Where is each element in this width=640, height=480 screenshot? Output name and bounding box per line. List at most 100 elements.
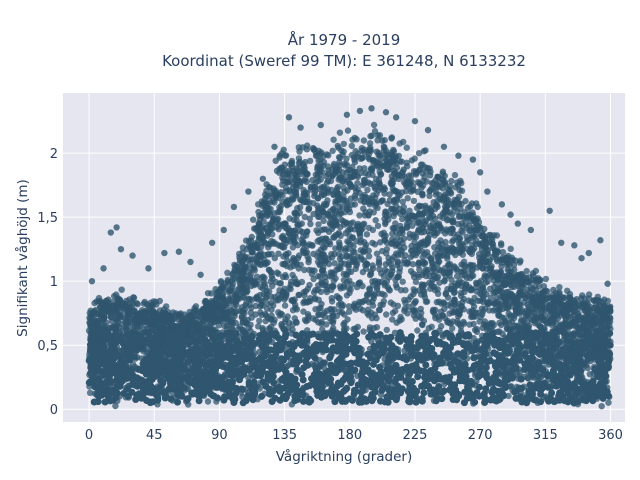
data-point <box>285 179 292 186</box>
chart-title-line2: Koordinat (Sweref 99 TM): E 361248, N 61… <box>162 52 526 70</box>
data-point <box>332 222 340 229</box>
data-point <box>399 278 406 285</box>
data-point <box>163 317 170 324</box>
data-point <box>383 213 390 220</box>
data-point <box>317 288 325 295</box>
data-point <box>436 279 443 286</box>
data-point <box>297 261 304 268</box>
data-point <box>441 208 448 215</box>
data-point <box>599 316 606 323</box>
data-point <box>94 322 102 329</box>
data-point <box>345 303 353 310</box>
data-point <box>471 226 478 233</box>
data-point <box>339 169 346 176</box>
data-point <box>291 210 299 218</box>
data-point <box>523 267 530 275</box>
data-point <box>404 163 411 170</box>
data-point <box>456 249 463 256</box>
data-point <box>137 310 145 317</box>
data-point <box>449 238 456 245</box>
data-point <box>389 309 397 317</box>
data-point <box>380 272 388 280</box>
data-point <box>346 173 354 180</box>
data-point <box>406 207 413 214</box>
data-point <box>390 199 398 206</box>
data-point <box>469 241 476 248</box>
data-point <box>312 306 319 313</box>
data-point <box>407 188 415 195</box>
data-point <box>349 248 356 255</box>
data-point <box>238 283 246 291</box>
data-point <box>368 132 375 139</box>
data-point <box>212 286 219 293</box>
data-point <box>445 185 452 193</box>
data-point <box>245 324 252 331</box>
data-point <box>466 321 473 328</box>
data-point <box>555 299 562 306</box>
data-point <box>393 240 401 248</box>
data-point <box>381 280 388 287</box>
data-point <box>543 295 550 302</box>
data-point <box>317 246 325 253</box>
data-point <box>351 159 359 166</box>
data-point <box>118 286 125 293</box>
data-point <box>412 234 420 241</box>
data-point <box>306 157 314 165</box>
data-point <box>377 301 384 309</box>
data-point <box>297 227 304 235</box>
data-point <box>104 326 111 334</box>
data-point <box>367 270 375 278</box>
data-point <box>307 220 314 228</box>
data-point <box>428 258 435 265</box>
data-point <box>324 210 332 217</box>
data-point <box>360 248 367 255</box>
data-point <box>320 200 328 208</box>
data-point <box>416 180 423 187</box>
data-point <box>360 328 367 335</box>
data-point <box>454 236 462 244</box>
data-point <box>312 148 319 156</box>
data-point <box>382 261 389 268</box>
data-point <box>419 287 427 294</box>
data-point <box>241 265 248 273</box>
data-point <box>336 308 343 315</box>
data-point <box>537 323 544 330</box>
data-point <box>387 299 394 306</box>
data-point <box>286 215 293 222</box>
data-point <box>329 147 336 154</box>
data-point <box>477 258 484 265</box>
data-point <box>349 219 357 226</box>
data-point <box>213 290 220 298</box>
data-point <box>298 278 306 286</box>
data-point <box>257 291 264 299</box>
data-point <box>410 300 417 308</box>
data-point <box>490 243 497 250</box>
data-point <box>291 190 298 197</box>
data-point <box>454 273 461 280</box>
data-point <box>456 311 463 318</box>
data-point <box>503 257 510 264</box>
data-point <box>295 252 303 259</box>
data-point <box>446 269 453 276</box>
data-point <box>270 216 277 223</box>
data-point <box>363 241 370 248</box>
data-point <box>332 275 339 282</box>
data-point <box>422 202 429 209</box>
data-point <box>413 204 421 212</box>
data-point <box>293 319 300 326</box>
data-point <box>353 283 361 291</box>
data-point <box>191 305 198 312</box>
data-point <box>411 155 418 162</box>
data-point <box>430 229 438 237</box>
data-point <box>459 298 466 306</box>
data-point <box>354 323 361 331</box>
data-point <box>507 245 514 252</box>
data-point <box>494 328 501 335</box>
data-point <box>292 280 300 287</box>
data-point <box>232 263 239 270</box>
data-point <box>520 321 527 328</box>
data-point <box>388 135 395 142</box>
data-point <box>469 272 477 279</box>
data-point <box>88 319 96 326</box>
